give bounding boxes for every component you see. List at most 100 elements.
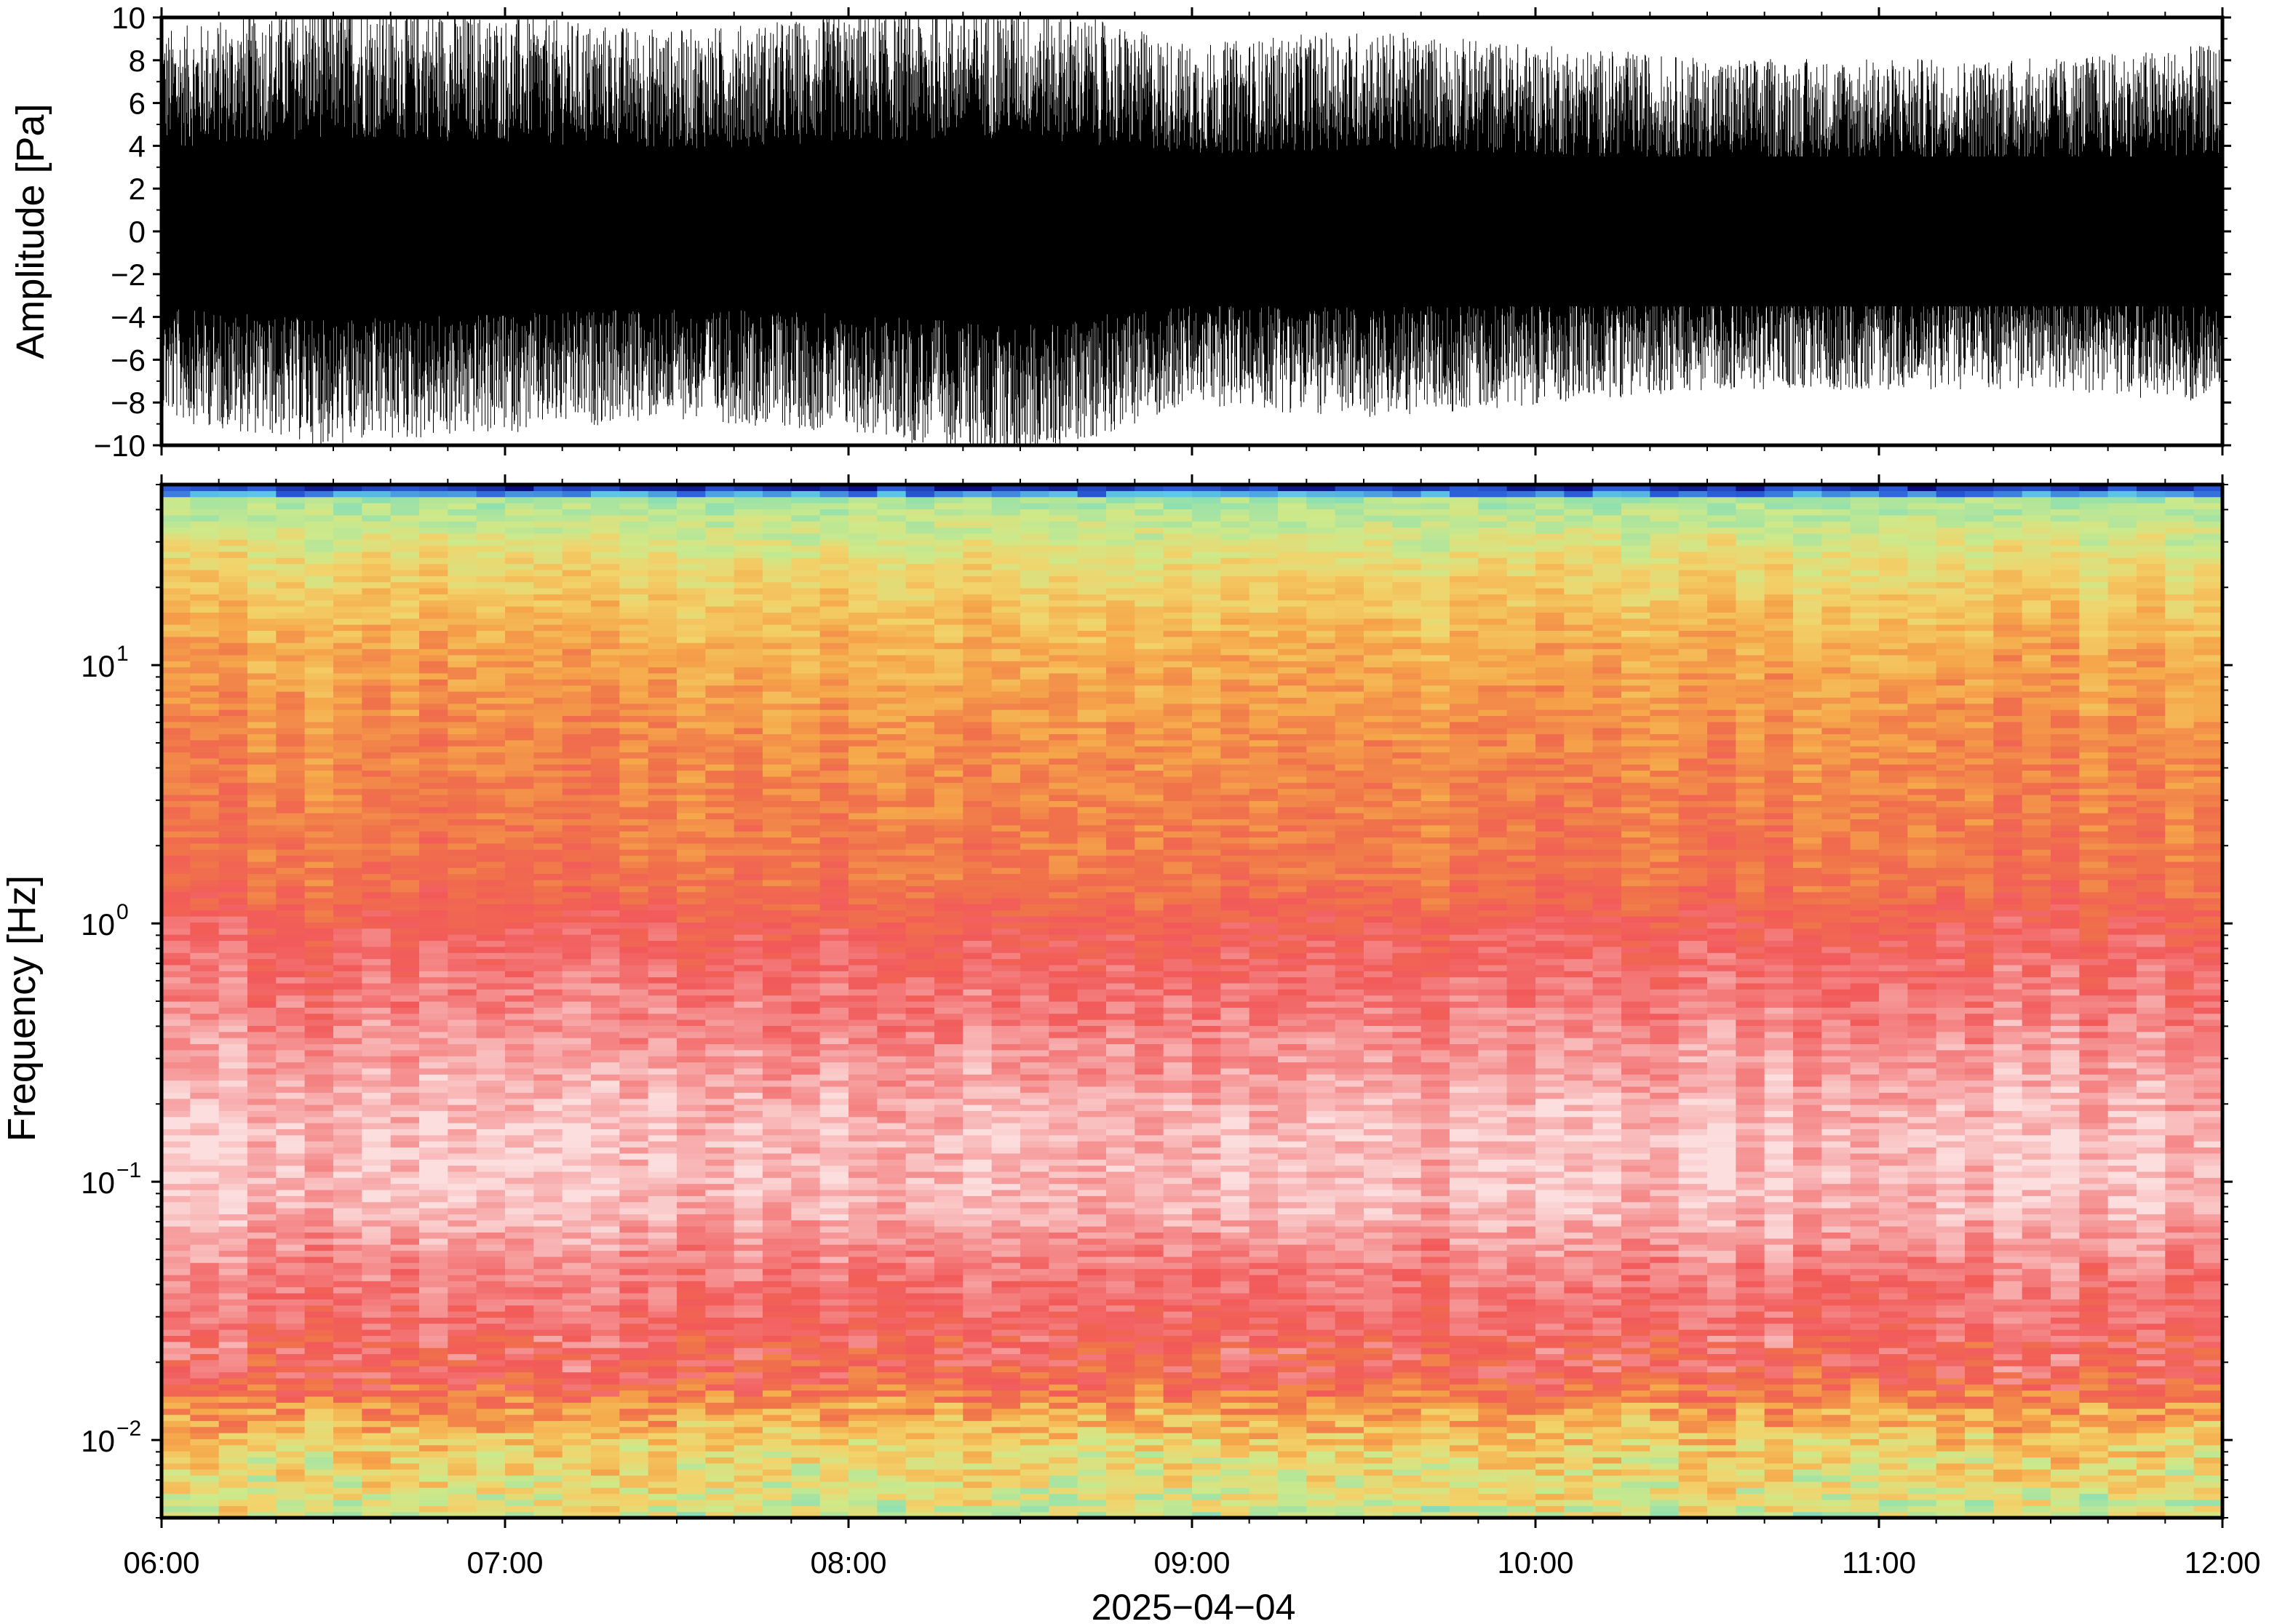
spectrogram-cell xyxy=(390,1511,420,1518)
spectrogram-cell xyxy=(648,685,677,692)
spectrogram-cell xyxy=(476,654,506,661)
spectrogram-cell xyxy=(276,709,306,717)
spectrogram-cell xyxy=(390,1292,420,1299)
spectrogram-cell xyxy=(963,1086,993,1093)
spectrogram-cell xyxy=(677,831,706,838)
spectrogram-cell xyxy=(734,666,763,674)
spectrogram-cell xyxy=(934,1420,963,1428)
spectrogram-cell xyxy=(934,1013,963,1020)
spectrogram-cell xyxy=(619,904,649,911)
spectrogram-cell xyxy=(849,490,878,498)
spectrogram-cell xyxy=(591,685,620,692)
spectrogram-cell xyxy=(734,819,763,826)
spectrogram-cell xyxy=(963,1311,993,1318)
waveform-y-tick-label: 2 xyxy=(129,172,146,206)
spectrogram-cell xyxy=(276,1462,306,1470)
spectrogram-cell xyxy=(763,1056,792,1063)
spectrogram-cell xyxy=(190,1074,220,1081)
spectrogram-cell xyxy=(162,600,191,607)
spectrogram-cell xyxy=(190,1086,220,1093)
spectrogram-cell xyxy=(218,1013,248,1020)
spectrogram-cell xyxy=(533,1268,563,1275)
spectrogram-cell xyxy=(963,1019,993,1027)
spectrogram-cell xyxy=(218,1341,248,1348)
spectrogram-cell xyxy=(791,861,821,868)
spectrogram-cell xyxy=(763,1038,792,1045)
spectrogram-cell xyxy=(849,1201,878,1209)
spectrogram-cell xyxy=(849,1511,878,1518)
spectrogram-cell xyxy=(390,1457,420,1464)
spectrogram-cell xyxy=(705,1341,735,1348)
spectrogram-cell xyxy=(934,1086,963,1093)
spectrogram-cell xyxy=(476,679,506,686)
spectrogram-cell xyxy=(276,685,306,692)
spectrogram-cell xyxy=(333,636,362,643)
spectrogram-cell xyxy=(419,795,448,801)
spectrogram-cell xyxy=(505,1384,534,1391)
spectrogram-cell xyxy=(963,1511,993,1518)
spectrogram-cell xyxy=(877,782,907,789)
spectrogram-cell xyxy=(877,1384,907,1391)
spectrogram-cell xyxy=(162,1475,191,1482)
spectrogram-cell xyxy=(562,1177,592,1185)
spectrogram-cell xyxy=(677,873,706,880)
spectrogram-cell xyxy=(877,514,907,522)
spectrogram-cell xyxy=(476,1067,506,1075)
spectrogram-cell xyxy=(791,1366,821,1373)
spectrogram-cell xyxy=(591,1487,620,1494)
spectrogram-cell xyxy=(819,976,849,984)
spectrogram-cell xyxy=(763,1469,792,1476)
spectrogram-cell xyxy=(734,691,763,698)
spectrogram-cell xyxy=(276,1123,306,1130)
spectrogram-cell xyxy=(533,557,563,565)
spectrogram-cell xyxy=(705,509,735,516)
spectrogram-cell xyxy=(591,1086,620,1093)
spectrogram-cell xyxy=(218,709,248,717)
spectrogram-cell xyxy=(763,1165,792,1172)
spectrogram-cell xyxy=(333,1147,362,1154)
spectrogram-cell xyxy=(763,922,792,929)
spectrogram-cell xyxy=(505,1305,534,1312)
spectrogram-cell xyxy=(705,1232,735,1239)
spectrogram-cell xyxy=(905,1366,935,1373)
spectrogram-cell xyxy=(819,861,849,868)
spectrogram-cell xyxy=(505,904,534,911)
spectrogram-cell xyxy=(763,1074,792,1081)
spectrogram-cell xyxy=(533,1147,563,1154)
spectrogram-cell xyxy=(304,685,334,692)
waveform-trace xyxy=(162,17,2222,445)
spectrogram-cell xyxy=(648,971,677,978)
spectrogram-cell xyxy=(591,1317,620,1324)
spectrogram-cell xyxy=(190,1262,220,1270)
spectrogram-cell xyxy=(218,800,248,808)
spectrogram-cell xyxy=(419,855,448,862)
spectrogram-cell xyxy=(905,1305,935,1312)
spectrogram-cell xyxy=(505,1420,534,1428)
spectrogram-cell xyxy=(162,916,191,923)
spectrogram-cell xyxy=(562,946,592,953)
spectrogram-cell xyxy=(218,1025,248,1032)
spectrogram-cell xyxy=(763,1481,792,1488)
spectrogram-cell xyxy=(705,819,735,826)
spectrogram-cell xyxy=(505,982,534,990)
spectrogram-cell xyxy=(304,588,334,594)
spectrogram-cell xyxy=(877,1092,907,1099)
spectrogram-cell xyxy=(763,654,792,661)
spectrogram-cell xyxy=(963,909,993,917)
spectrogram-cell xyxy=(619,1420,649,1428)
spectrogram-cell xyxy=(905,1159,935,1166)
spectrogram-cell xyxy=(218,563,248,570)
spectrogram-cell xyxy=(877,989,907,996)
spectrogram-cell xyxy=(648,1268,677,1275)
spectrogram-cell xyxy=(763,958,792,966)
spectrogram-cell xyxy=(247,1092,277,1099)
spectrogram-cell xyxy=(247,946,277,953)
spectrogram-cell xyxy=(734,1329,763,1337)
spectrogram-cell xyxy=(934,1031,963,1038)
spectrogram-cell xyxy=(304,1384,334,1391)
spectrogram-cell xyxy=(648,1341,677,1348)
spectrogram-cell xyxy=(763,1317,792,1324)
spectrogram-cell xyxy=(562,1469,592,1476)
spectrogram-cell xyxy=(763,1402,792,1409)
spectrogram-cell xyxy=(247,1444,277,1452)
